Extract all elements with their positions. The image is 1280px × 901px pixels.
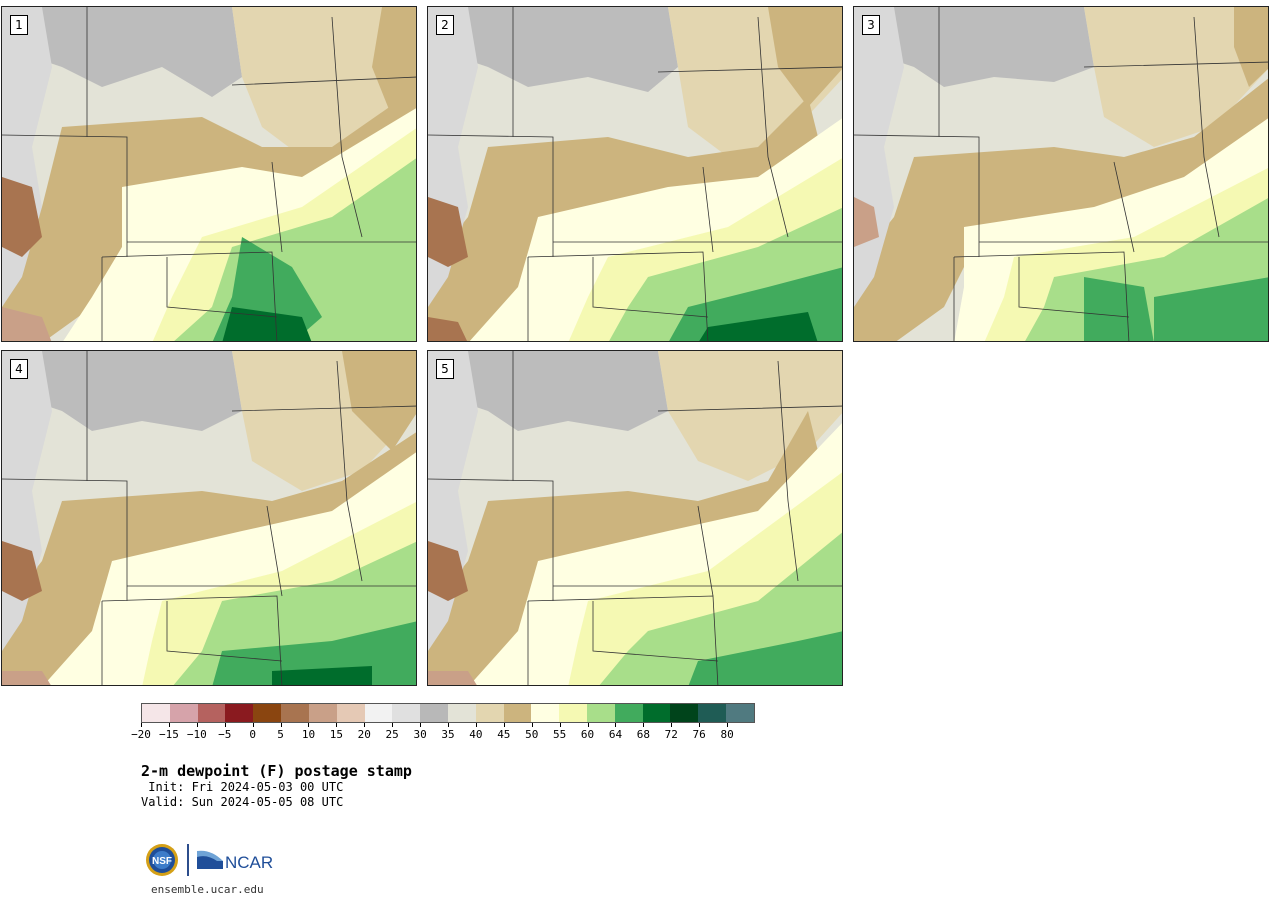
nsf-logo: NSF xyxy=(146,844,178,876)
colorbar-tick-label: 25 xyxy=(385,728,399,741)
colorbar-tick xyxy=(671,723,673,727)
site-url: ensemble.ucar.edu xyxy=(151,883,264,896)
colorbar-segment xyxy=(308,704,337,722)
dewpoint-map-3 xyxy=(854,7,1268,341)
nsf-logo-text: NSF xyxy=(152,856,172,867)
colorbar-segment xyxy=(197,704,226,722)
colorbar-tick xyxy=(559,723,561,727)
colorbar-segment xyxy=(587,704,615,722)
colorbar-tick xyxy=(336,723,338,727)
colorbar-segment xyxy=(253,704,282,722)
colorbar-tick-label: 72 xyxy=(664,728,678,741)
colorbar-tick-label: 35 xyxy=(441,728,455,741)
colorbar-tick xyxy=(308,723,310,727)
panel-number: 2 xyxy=(436,15,454,35)
colorbar-segment xyxy=(225,704,254,722)
page-title: 2-m dewpoint (F) postage stamp xyxy=(141,762,412,780)
colorbar-tick-label: 80 xyxy=(720,728,734,741)
colorbar-tick-label: 55 xyxy=(553,728,567,741)
colorbar-tick-label: 64 xyxy=(608,728,623,741)
colorbar-segment xyxy=(670,704,699,722)
colorbar-tick xyxy=(475,723,477,727)
colorbar-tick-label: 30 xyxy=(413,728,427,741)
dewpoint-map-2 xyxy=(428,7,842,341)
panel-number: 1 xyxy=(10,15,28,35)
colorbar-tick xyxy=(615,723,617,727)
colorbar-tick-label: 60 xyxy=(580,728,595,741)
colorbar-segment xyxy=(475,704,504,722)
init-time: Init: Fri 2024-05-03 00 UTC xyxy=(141,780,344,794)
colorbar-tick-label: 15 xyxy=(329,728,343,741)
colorbar-tick xyxy=(420,723,422,727)
colorbar-tick-label: −15 xyxy=(158,728,179,741)
colorbar-tick xyxy=(364,723,366,727)
colorbar-segment xyxy=(169,704,198,722)
colorbar-tick xyxy=(141,723,142,727)
ncar-logo-text: NCAR xyxy=(225,853,273,872)
dewpoint-map-1 xyxy=(2,7,416,341)
colorbar-segment xyxy=(420,704,448,722)
colorbar-tick xyxy=(448,723,449,727)
colorbar-tick xyxy=(252,723,254,727)
map-panel-2: 2 xyxy=(427,6,843,342)
colorbar-tick-label: 10 xyxy=(301,728,316,741)
colorbar-tick-label: 76 xyxy=(692,728,706,741)
colorbar-tick xyxy=(196,723,198,727)
colorbar-segment xyxy=(281,704,309,722)
colorbar-segment xyxy=(726,704,754,722)
colorbar-segment xyxy=(614,704,643,722)
colorbar-ticks: −20 −15 −10 −5 0 5 10 15 20 25 30 35 40 45 50 55 60 64 68 7… xyxy=(131,723,755,747)
panel-number: 5 xyxy=(436,359,454,379)
colorbar-segment xyxy=(642,704,671,722)
colorbar-tick-label: 68 xyxy=(636,728,650,741)
colorbar-segment xyxy=(364,704,393,722)
colorbar-tick xyxy=(168,723,170,727)
dewpoint-map-4 xyxy=(2,351,416,685)
colorbar-tick-label: −10 xyxy=(186,728,207,741)
logo-divider xyxy=(187,844,189,876)
colorbar-segment xyxy=(503,704,532,722)
colorbar-tick xyxy=(531,723,533,727)
colorbar xyxy=(141,703,755,723)
colorbar-tick-label: 40 xyxy=(469,728,483,741)
ncar-logo: NCAR xyxy=(197,850,273,872)
colorbar-tick xyxy=(503,723,505,727)
panel-number: 3 xyxy=(862,15,880,35)
colorbar-tick xyxy=(280,723,282,727)
colorbar-segment xyxy=(531,704,560,722)
colorbar-tick-label: 20 xyxy=(357,728,371,741)
colorbar-tick xyxy=(727,723,729,727)
map-panel-1: 1 xyxy=(1,6,417,342)
dewpoint-map-5 xyxy=(428,351,842,685)
colorbar-tick-label: −20 xyxy=(131,728,151,741)
colorbar-segment xyxy=(447,704,476,722)
map-panel-5: 5 xyxy=(427,350,843,686)
colorbar-segment xyxy=(392,704,421,722)
colorbar-segment xyxy=(559,704,587,722)
colorbar-tick-label: 50 xyxy=(525,728,539,741)
colorbar-segment xyxy=(336,704,365,722)
colorbar-tick xyxy=(699,723,701,727)
colorbar-tick-label: 5 xyxy=(277,728,284,741)
valid-time: Valid: Sun 2024-05-05 08 UTC xyxy=(141,795,344,809)
colorbar-segment xyxy=(142,704,170,722)
colorbar-tick-label: 45 xyxy=(497,728,511,741)
logos: NSF NCAR xyxy=(145,843,275,881)
panel-number: 4 xyxy=(10,359,28,379)
colorbar-tick xyxy=(392,723,394,727)
map-panel-3: 3 xyxy=(853,6,1269,342)
colorbar-tick xyxy=(587,723,589,727)
colorbar-tick-label: −5 xyxy=(218,728,232,741)
colorbar-tick-label: 0 xyxy=(249,728,256,741)
colorbar-tick xyxy=(643,723,645,727)
colorbar-segment xyxy=(698,704,727,722)
map-panel-4: 4 xyxy=(1,350,417,686)
colorbar-tick xyxy=(224,723,226,727)
